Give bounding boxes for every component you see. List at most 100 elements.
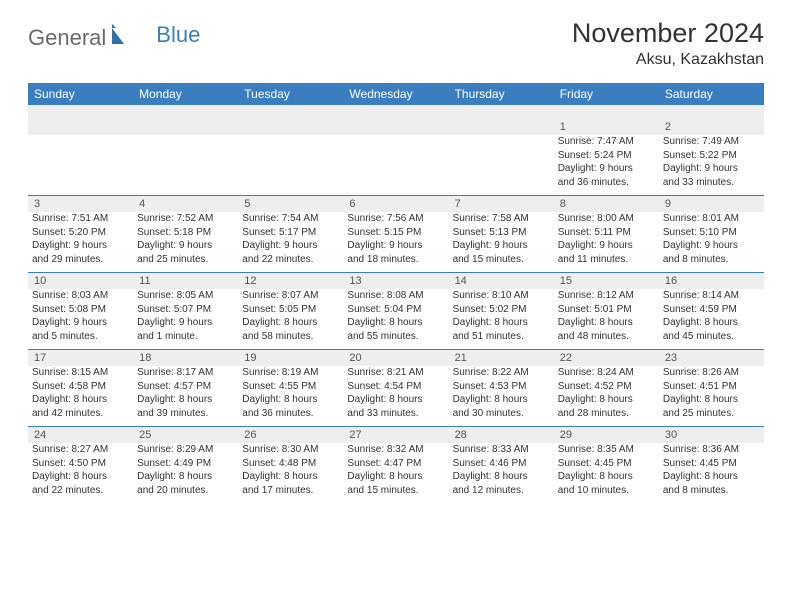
daylight-text: and 25 minutes. xyxy=(663,407,760,421)
sunset-text: Sunset: 4:48 PM xyxy=(242,457,339,471)
daylight-text: and 58 minutes. xyxy=(242,330,339,344)
sunrise-text: Sunrise: 8:08 AM xyxy=(347,289,444,303)
daylight-text: and 15 minutes. xyxy=(347,484,444,498)
weekday-header: Sunday xyxy=(28,83,133,105)
daylight-text: Daylight: 9 hours xyxy=(663,162,760,176)
logo-text-blue: Blue xyxy=(156,22,200,48)
day-cell: Sunrise: 8:33 AMSunset: 4:46 PMDaylight:… xyxy=(449,443,554,503)
day-cell: Sunrise: 8:19 AMSunset: 4:55 PMDaylight:… xyxy=(238,366,343,427)
sunset-text: Sunset: 5:02 PM xyxy=(453,303,550,317)
daylight-text: Daylight: 8 hours xyxy=(347,316,444,330)
sunrise-text: Sunrise: 8:05 AM xyxy=(137,289,234,303)
day-number-cell: 12 xyxy=(238,273,343,290)
daylight-text: Daylight: 9 hours xyxy=(347,239,444,253)
day-cell: Sunrise: 8:01 AMSunset: 5:10 PMDaylight:… xyxy=(659,212,764,273)
weekday-header: Wednesday xyxy=(343,83,448,105)
day-cell: Sunrise: 8:05 AMSunset: 5:07 PMDaylight:… xyxy=(133,289,238,350)
sunrise-text: Sunrise: 8:35 AM xyxy=(558,443,655,457)
daylight-text: and 12 minutes. xyxy=(453,484,550,498)
daylight-text: and 5 minutes. xyxy=(32,330,129,344)
sunset-text: Sunset: 5:15 PM xyxy=(347,226,444,240)
sunrise-text: Sunrise: 8:15 AM xyxy=(32,366,129,380)
day-number-cell: 15 xyxy=(554,273,659,290)
daylight-text: Daylight: 8 hours xyxy=(663,316,760,330)
logo-sail-icon xyxy=(110,24,130,51)
daylight-text: and 30 minutes. xyxy=(453,407,550,421)
day-cell xyxy=(28,135,133,196)
sunset-text: Sunset: 5:18 PM xyxy=(137,226,234,240)
day-cell: Sunrise: 8:26 AMSunset: 4:51 PMDaylight:… xyxy=(659,366,764,427)
day-number-cell: 5 xyxy=(238,196,343,213)
sunrise-text: Sunrise: 8:27 AM xyxy=(32,443,129,457)
sunrise-text: Sunrise: 7:58 AM xyxy=(453,212,550,226)
daylight-text: and 25 minutes. xyxy=(137,253,234,267)
weekday-header: Saturday xyxy=(659,83,764,105)
weekday-header: Tuesday xyxy=(238,83,343,105)
daylight-text: Daylight: 8 hours xyxy=(347,393,444,407)
daylight-text: Daylight: 8 hours xyxy=(32,470,129,484)
day-number-cell: 25 xyxy=(133,427,238,444)
sunset-text: Sunset: 5:08 PM xyxy=(32,303,129,317)
day-number-cell: 13 xyxy=(343,273,448,290)
sunset-text: Sunset: 4:46 PM xyxy=(453,457,550,471)
sunrise-text: Sunrise: 7:52 AM xyxy=(137,212,234,226)
daylight-text: and 8 minutes. xyxy=(663,253,760,267)
sunset-text: Sunset: 5:07 PM xyxy=(137,303,234,317)
day-cell: Sunrise: 7:49 AMSunset: 5:22 PMDaylight:… xyxy=(659,135,764,196)
day-number-cell: 30 xyxy=(659,427,764,444)
daylight-text: Daylight: 8 hours xyxy=(242,316,339,330)
daylight-text: Daylight: 9 hours xyxy=(663,239,760,253)
day-data-row: Sunrise: 8:27 AMSunset: 4:50 PMDaylight:… xyxy=(28,443,764,503)
day-data-row: Sunrise: 7:51 AMSunset: 5:20 PMDaylight:… xyxy=(28,212,764,273)
sunset-text: Sunset: 5:17 PM xyxy=(242,226,339,240)
sunset-text: Sunset: 4:47 PM xyxy=(347,457,444,471)
day-cell: Sunrise: 7:54 AMSunset: 5:17 PMDaylight:… xyxy=(238,212,343,273)
day-cell: Sunrise: 8:10 AMSunset: 5:02 PMDaylight:… xyxy=(449,289,554,350)
daylight-text: and 36 minutes. xyxy=(242,407,339,421)
day-number-cell: 7 xyxy=(449,196,554,213)
logo: General Blue xyxy=(28,18,200,51)
sunset-text: Sunset: 4:51 PM xyxy=(663,380,760,394)
daylight-text: and 8 minutes. xyxy=(663,484,760,498)
sunrise-text: Sunrise: 8:19 AM xyxy=(242,366,339,380)
sunset-text: Sunset: 5:01 PM xyxy=(558,303,655,317)
logo-text-general: General xyxy=(28,25,106,51)
sunset-text: Sunset: 5:05 PM xyxy=(242,303,339,317)
day-number-cell: 2 xyxy=(659,119,764,135)
sunrise-text: Sunrise: 8:00 AM xyxy=(558,212,655,226)
weekday-header: Thursday xyxy=(449,83,554,105)
day-number-cell: 11 xyxy=(133,273,238,290)
weekday-header: Monday xyxy=(133,83,238,105)
day-cell: Sunrise: 8:14 AMSunset: 4:59 PMDaylight:… xyxy=(659,289,764,350)
sunrise-text: Sunrise: 7:54 AM xyxy=(242,212,339,226)
daylight-text: and 39 minutes. xyxy=(137,407,234,421)
day-number-cell xyxy=(449,119,554,135)
day-number-cell: 6 xyxy=(343,196,448,213)
page: General Blue November 2024 Aksu, Kazakhs… xyxy=(0,0,792,513)
daylight-text: and 28 minutes. xyxy=(558,407,655,421)
day-cell: Sunrise: 8:03 AMSunset: 5:08 PMDaylight:… xyxy=(28,289,133,350)
sunrise-text: Sunrise: 8:03 AM xyxy=(32,289,129,303)
day-cell: Sunrise: 8:12 AMSunset: 5:01 PMDaylight:… xyxy=(554,289,659,350)
day-number-cell: 24 xyxy=(28,427,133,444)
day-number-cell xyxy=(238,119,343,135)
daylight-text: Daylight: 9 hours xyxy=(137,316,234,330)
daylight-text: Daylight: 8 hours xyxy=(558,470,655,484)
daylight-text: Daylight: 8 hours xyxy=(558,316,655,330)
daylight-text: Daylight: 8 hours xyxy=(453,316,550,330)
daylight-text: Daylight: 9 hours xyxy=(558,162,655,176)
daylight-text: Daylight: 9 hours xyxy=(32,239,129,253)
sunset-text: Sunset: 4:53 PM xyxy=(453,380,550,394)
daylight-text: Daylight: 8 hours xyxy=(558,393,655,407)
day-number-cell: 20 xyxy=(343,350,448,367)
daylight-text: Daylight: 8 hours xyxy=(137,393,234,407)
sunrise-text: Sunrise: 7:49 AM xyxy=(663,135,760,149)
day-number-cell: 21 xyxy=(449,350,554,367)
daylight-text: and 17 minutes. xyxy=(242,484,339,498)
sunset-text: Sunset: 5:11 PM xyxy=(558,226,655,240)
daylight-text: and 1 minute. xyxy=(137,330,234,344)
weekday-header: Friday xyxy=(554,83,659,105)
sunset-text: Sunset: 4:50 PM xyxy=(32,457,129,471)
daylight-text: Daylight: 9 hours xyxy=(137,239,234,253)
sunset-text: Sunset: 5:04 PM xyxy=(347,303,444,317)
